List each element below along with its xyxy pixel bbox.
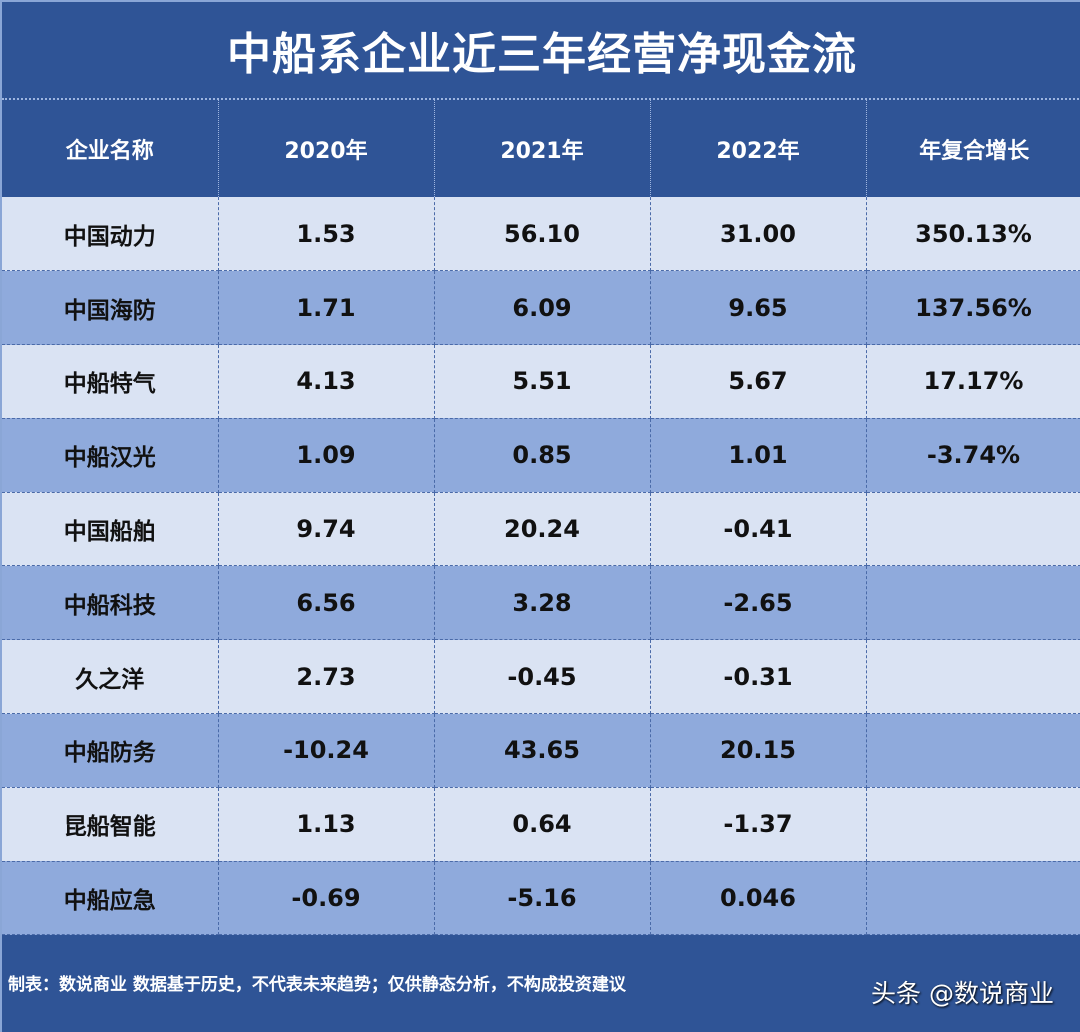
value-2020-cell: 1.53 [218,197,435,272]
cagr-cell: 17.17% [866,344,1080,419]
header-2021: 2021年 [434,100,651,197]
table-header-row: 企业名称 2020年 2021年 2022年 年复合增长 [2,100,1080,197]
header-2020: 2020年 [218,100,435,197]
company-name-cell: 中国船舶 [2,492,219,567]
table-row: 中船应急 -0.69 -5.16 0.046 [2,861,1080,936]
header-company-name: 企业名称 [2,100,219,197]
value-2020-cell: 6.56 [218,565,435,641]
value-2021-cell: 5.51 [434,344,651,419]
company-name-cell: 昆船智能 [2,787,219,862]
value-2021-cell: 6.09 [434,270,651,346]
footer-disclaimer: 制表：数说商业 数据基于历史，不代表未来趋势；仅供静态分析，不构成投资建议 [8,975,626,995]
table-row: 昆船智能 1.13 0.64 -1.37 [2,787,1080,862]
cagr-cell: 350.13% [866,197,1080,272]
value-2020-cell: 9.74 [218,492,435,567]
cagr-cell [866,861,1080,936]
company-name-cell: 中国动力 [2,197,219,272]
value-2020-cell: -10.24 [218,713,435,788]
page-title: 中船系企业近三年经营净现金流 [2,2,1080,100]
cagr-cell: -3.74% [866,418,1080,493]
company-name-cell: 中船科技 [2,565,219,641]
value-2020-cell: -0.69 [218,861,435,936]
cagr-cell [866,787,1080,862]
table-row: 中船科技 6.56 3.28 -2.65 [2,565,1080,641]
table-row: 久之洋 2.73 -0.45 -0.31 [2,639,1080,715]
value-2022-cell: 20.15 [650,713,867,788]
value-2020-cell: 1.09 [218,418,435,493]
value-2021-cell: 0.85 [434,418,651,493]
value-2020-cell: 1.71 [218,270,435,346]
cagr-cell [866,713,1080,788]
table-row: 中船特气 4.13 5.51 5.67 17.17% [2,344,1080,419]
company-name-cell: 中船特气 [2,344,219,419]
header-cagr: 年复合增长 [866,100,1080,197]
company-name-cell: 中船应急 [2,861,219,936]
table-row: 中国海防 1.71 6.09 9.65 137.56% [2,270,1080,346]
table-row: 中国船舶 9.74 20.24 -0.41 [2,492,1080,567]
value-2022-cell: 5.67 [650,344,867,419]
value-2020-cell: 2.73 [218,639,435,715]
value-2021-cell: 20.24 [434,492,651,567]
cagr-cell [866,565,1080,641]
value-2022-cell: 0.046 [650,861,867,936]
value-2021-cell: -5.16 [434,861,651,936]
cagr-cell [866,639,1080,715]
footer-brand-watermark: 头条 @数说商业 [871,979,1054,1008]
cagr-cell: 137.56% [866,270,1080,346]
value-2022-cell: -0.41 [650,492,867,567]
company-name-cell: 久之洋 [2,639,219,715]
value-2022-cell: -2.65 [650,565,867,641]
table-row: 中船防务 -10.24 43.65 20.15 [2,713,1080,788]
value-2022-cell: 1.01 [650,418,867,493]
value-2021-cell: 43.65 [434,713,651,788]
company-name-cell: 中船汉光 [2,418,219,493]
value-2021-cell: 56.10 [434,197,651,272]
value-2020-cell: 4.13 [218,344,435,419]
value-2022-cell: -0.31 [650,639,867,715]
table-row: 中国动力 1.53 56.10 31.00 350.13% [2,197,1080,272]
company-name-cell: 中国海防 [2,270,219,346]
company-name-cell: 中船防务 [2,713,219,788]
cagr-cell [866,492,1080,567]
value-2022-cell: 9.65 [650,270,867,346]
value-2021-cell: 0.64 [434,787,651,862]
cashflow-table: 企业名称 2020年 2021年 2022年 年复合增长 中国动力 1.53 5… [2,100,1080,936]
value-2021-cell: 3.28 [434,565,651,641]
value-2021-cell: -0.45 [434,639,651,715]
header-2022: 2022年 [650,100,867,197]
value-2020-cell: 1.13 [218,787,435,862]
value-2022-cell: 31.00 [650,197,867,272]
value-2022-cell: -1.37 [650,787,867,862]
table-row: 中船汉光 1.09 0.85 1.01 -3.74% [2,418,1080,493]
